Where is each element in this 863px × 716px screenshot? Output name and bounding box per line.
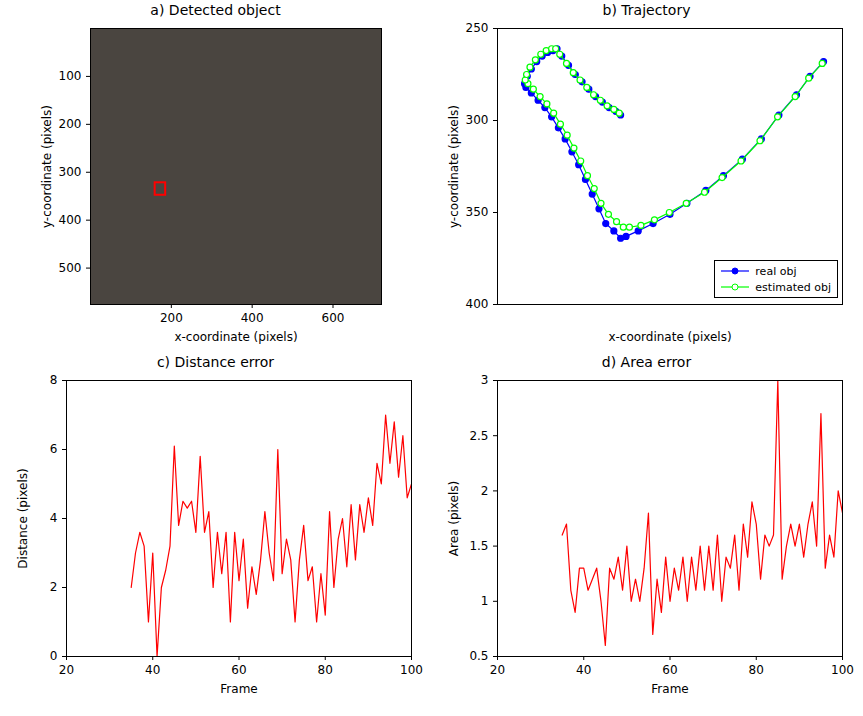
html-text:c) Distance error: c) Distance error <box>156 354 275 370</box>
svg-text:500: 500 <box>59 261 82 275</box>
svg-text:300: 300 <box>59 165 82 179</box>
svg-text:Frame: Frame <box>651 682 688 696</box>
html-text:estimated obj: estimated obj <box>755 280 831 294</box>
svg-text:300: 300 <box>466 113 489 127</box>
svg-text:100: 100 <box>59 69 82 83</box>
svg-text:400: 400 <box>466 297 489 311</box>
html-text:d) Area error: d) Area error <box>601 354 692 370</box>
svg-text:y-coordinate (pixels): y-coordinate (pixels) <box>40 105 54 228</box>
svg-text:Distance (pixels): Distance (pixels) <box>16 468 30 568</box>
svg-text:8: 8 <box>50 373 58 387</box>
svg-text:2: 2 <box>481 484 489 498</box>
svg-text:3: 3 <box>481 373 489 387</box>
svg-text:80: 80 <box>318 663 333 677</box>
svg-text:350: 350 <box>466 205 489 219</box>
svg-text:Frame: Frame <box>220 682 257 696</box>
svg-text:y-coordinate (pixels): y-coordinate (pixels) <box>447 105 461 228</box>
svg-text:60: 60 <box>231 663 246 677</box>
svg-text:1: 1 <box>481 594 489 608</box>
svg-text:400: 400 <box>59 213 82 227</box>
svg-text:6: 6 <box>50 442 58 456</box>
svg-text:x-coordinate (pixels): x-coordinate (pixels) <box>608 330 731 344</box>
svg-text:250: 250 <box>466 21 489 35</box>
svg-text:400: 400 <box>241 311 264 325</box>
svg-text:200: 200 <box>160 311 183 325</box>
svg-text:20: 20 <box>59 663 74 677</box>
svg-text:2.5: 2.5 <box>469 429 488 443</box>
svg-text:0.5: 0.5 <box>469 649 488 663</box>
svg-text:100: 100 <box>831 663 854 677</box>
html-text:a) Detected object: a) Detected object <box>150 2 281 18</box>
html-text:real obj: real obj <box>755 264 797 278</box>
svg-text:200: 200 <box>59 117 82 131</box>
svg-text:20: 20 <box>490 663 505 677</box>
svg-text:600: 600 <box>322 311 345 325</box>
svg-text:0: 0 <box>50 649 58 663</box>
svg-text:80: 80 <box>749 663 764 677</box>
svg-text:x-coordinate (pixels): x-coordinate (pixels) <box>174 330 297 344</box>
html-text:b) Trajectory: b) Trajectory <box>602 2 691 18</box>
svg-text:1.5: 1.5 <box>469 539 488 553</box>
svg-text:40: 40 <box>576 663 591 677</box>
svg-text:60: 60 <box>662 663 677 677</box>
svg-text:100: 100 <box>400 663 423 677</box>
svg-text:Area (pixels): Area (pixels) <box>447 481 461 556</box>
svg-text:4: 4 <box>50 511 58 525</box>
svg-text:2: 2 <box>50 580 58 594</box>
svg-text:40: 40 <box>145 663 160 677</box>
